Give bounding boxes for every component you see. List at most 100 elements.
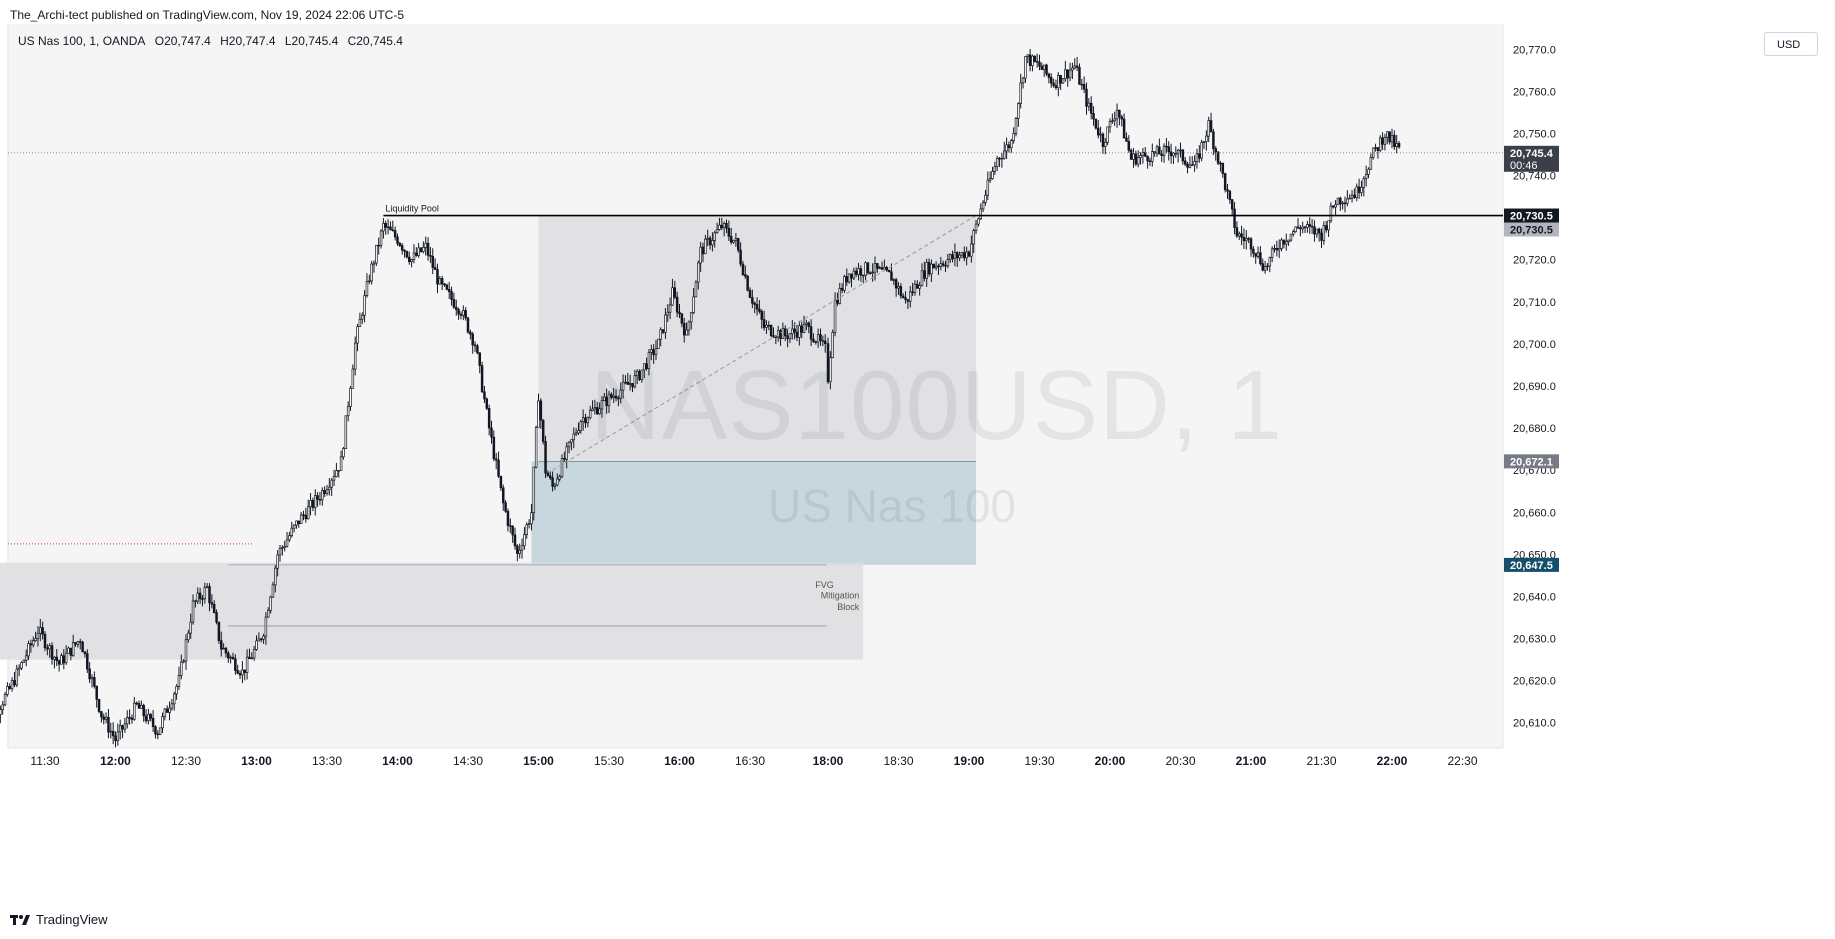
candle-body — [591, 408, 594, 411]
candle-body — [769, 325, 773, 336]
candle-body — [664, 314, 667, 333]
candle-body — [864, 262, 867, 276]
candle-body — [678, 311, 681, 315]
candle-body — [1132, 153, 1135, 160]
candle-body — [675, 296, 679, 313]
candle-body — [762, 319, 766, 328]
candle-body — [285, 539, 289, 547]
candle-body — [67, 647, 70, 654]
candle-body — [229, 656, 232, 659]
candle-body — [614, 395, 618, 399]
candle-body — [885, 267, 888, 271]
candle-body — [156, 733, 160, 736]
candle-body — [1078, 66, 1081, 85]
candle-body — [1249, 238, 1253, 250]
candle-body — [175, 686, 178, 695]
candle-body — [1393, 134, 1396, 147]
candle-body — [819, 334, 822, 341]
candle-body — [779, 330, 782, 339]
name-watermark: US Nas 100 — [768, 480, 1017, 532]
candle-body — [1190, 164, 1194, 166]
candle-body — [638, 370, 641, 380]
candle-body — [50, 645, 54, 660]
candle-body — [318, 499, 322, 501]
candle-body — [920, 270, 924, 287]
candle-body — [1000, 157, 1004, 160]
fvg-label-line: FVG — [815, 580, 834, 590]
candle-body — [22, 659, 26, 663]
candle-body — [3, 694, 7, 706]
candle-body — [857, 268, 860, 275]
candle-body — [518, 549, 521, 554]
candle-body — [342, 448, 345, 458]
candle-body — [238, 672, 242, 676]
candle-body — [248, 656, 251, 660]
candle-body — [492, 436, 496, 460]
candle-body — [1195, 153, 1199, 162]
candle-body — [1355, 186, 1358, 199]
x-tick-label: 19:00 — [954, 754, 985, 768]
candle-body — [269, 596, 272, 611]
candle-body — [1024, 56, 1027, 79]
candle-body — [1214, 148, 1217, 153]
candle-body — [212, 603, 216, 613]
candle-body — [165, 708, 169, 713]
candle-body — [934, 265, 938, 269]
candle-body — [734, 238, 738, 241]
candle-body — [168, 707, 171, 713]
candle-body — [234, 658, 237, 671]
candle-body — [8, 686, 12, 689]
candle-body — [241, 669, 244, 676]
legend-low: L20,745.4 — [284, 34, 339, 48]
candle-body — [288, 535, 291, 541]
candle-body — [60, 655, 63, 665]
currency-selector[interactable]: USD — [1764, 32, 1818, 56]
candle-body — [422, 247, 425, 252]
candle-body — [483, 391, 486, 400]
candle-body — [871, 271, 874, 274]
candle-body — [46, 647, 49, 650]
candle-body — [800, 325, 803, 333]
chart-area[interactable]: Liquidity Pool FVG Mitigation Block 20,610.0… — [0, 24, 1835, 894]
candle-body — [765, 324, 768, 328]
candle-body — [850, 273, 853, 279]
candle-body — [118, 725, 122, 733]
candle-body — [1162, 145, 1166, 157]
candle-body — [546, 472, 550, 477]
candle-body — [748, 289, 752, 298]
candle-body — [711, 240, 714, 246]
candle-body — [447, 289, 451, 292]
candle-body — [1017, 103, 1020, 119]
candle-body — [1080, 83, 1084, 86]
candle-body — [389, 226, 392, 231]
candle-body — [981, 202, 985, 210]
candle-body — [659, 329, 662, 340]
candle-body — [1061, 78, 1065, 84]
candle-body — [128, 717, 131, 719]
candle-body — [361, 314, 364, 320]
candle-body — [1198, 153, 1201, 159]
candle-body — [753, 302, 756, 305]
candle-body — [706, 237, 709, 240]
candle-body — [607, 393, 611, 407]
y-tick-label: 20,680.0 — [1513, 423, 1556, 435]
candle-body — [621, 381, 625, 391]
candle-body — [180, 661, 183, 676]
candle-body — [328, 486, 331, 491]
candle-body — [904, 297, 907, 300]
candle-body — [1378, 137, 1382, 151]
candle-body — [257, 638, 261, 642]
candle-body — [673, 287, 677, 298]
candle-body — [897, 286, 900, 289]
candle-body — [276, 554, 279, 569]
candle-body — [687, 321, 691, 331]
candle-body — [107, 716, 110, 733]
candle-body — [1089, 102, 1093, 114]
candle-body — [1273, 247, 1276, 250]
x-tick-label: 18:00 — [813, 754, 844, 768]
candle-body — [1397, 143, 1401, 148]
candle-body — [1209, 120, 1213, 133]
candle-body — [400, 245, 404, 251]
candle-body — [758, 308, 761, 312]
